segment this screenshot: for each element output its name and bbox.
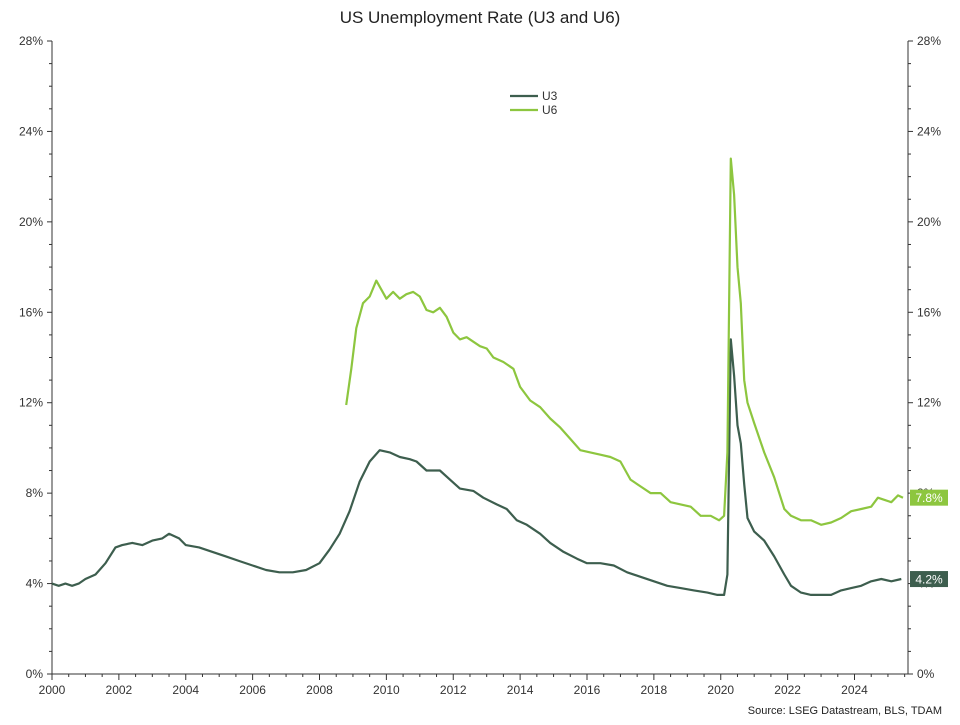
x-tick-label: 2014 (507, 683, 534, 697)
end-labels: 4.2% 7.8% (910, 489, 948, 588)
legend-label-u3: U3 (542, 89, 558, 103)
x-tick-label: 2004 (172, 683, 199, 697)
x-tick-label: 2010 (373, 683, 400, 697)
end-label-u6: 7.8% (915, 491, 943, 505)
y-tick-label-right: 28% (917, 34, 941, 48)
y-tick-label-left: 24% (19, 124, 43, 138)
y-tick-label-left: 16% (19, 305, 43, 319)
source-note: Source: LSEG Datastream, BLS, TDAM (748, 705, 942, 717)
end-label-u3: 4.2% (915, 573, 943, 587)
y-tick-label-left: 12% (19, 396, 43, 410)
x-tick-label: 2000 (39, 683, 66, 697)
x-tick-label: 2018 (641, 683, 668, 697)
x-tick-label: 2002 (106, 683, 133, 697)
series-line-u3 (51, 338, 902, 596)
y-tick-label-left: 20% (19, 215, 43, 229)
x-tick-label: 2024 (841, 683, 868, 697)
axes: 0%0%4%4%8%8%12%12%16%16%20%20%24%24%28%2… (19, 34, 941, 697)
y-tick-label-left: 4% (26, 577, 44, 591)
y-tick-label-left: 28% (19, 34, 43, 48)
series-lines (51, 157, 904, 596)
y-tick-label-left: 8% (26, 486, 44, 500)
y-tick-label-left: 0% (26, 667, 44, 681)
y-tick-label-right: 20% (917, 215, 941, 229)
end-label-box-u6 (910, 489, 948, 506)
x-tick-label: 2020 (707, 683, 734, 697)
x-tick-label: 2012 (440, 683, 467, 697)
y-tick-label-right: 24% (917, 124, 941, 138)
y-tick-label-right: 16% (917, 305, 941, 319)
end-label-box-u3 (910, 571, 948, 588)
series-line-u6 (345, 157, 904, 526)
legend-label-u6: U6 (542, 103, 558, 117)
y-tick-label-right: 12% (917, 396, 941, 410)
x-tick-label: 2006 (239, 683, 266, 697)
x-tick-label: 2022 (774, 683, 801, 697)
y-tick-label-right: 0% (917, 667, 935, 681)
x-tick-label: 2008 (306, 683, 333, 697)
x-tick-label: 2016 (574, 683, 601, 697)
chart-title: US Unemployment Rate (U3 and U6) (340, 8, 621, 27)
